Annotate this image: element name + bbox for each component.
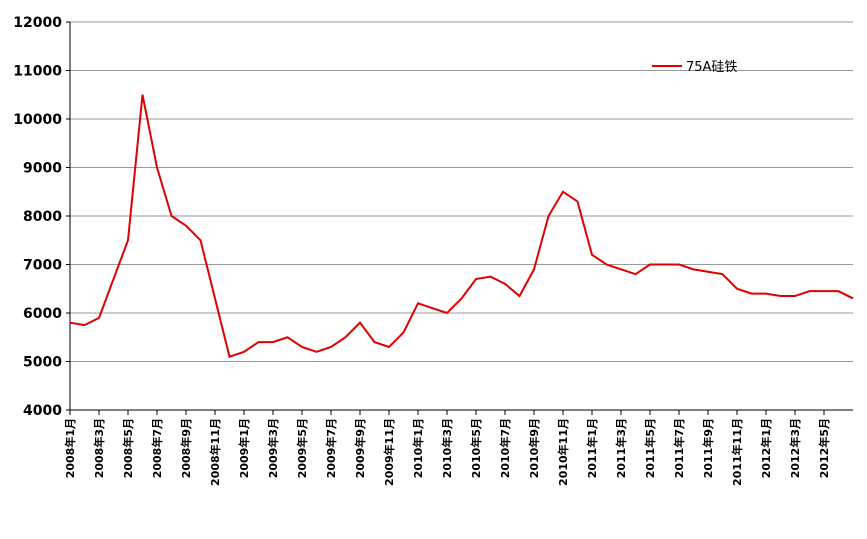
x-tick-label: 2011年5月	[643, 418, 657, 478]
x-tick-label: 2010年1月	[411, 418, 425, 478]
y-tick-label: 10000	[13, 112, 62, 128]
x-tick-label: 2011年1月	[585, 418, 599, 478]
x-tick-label: 2008年7月	[150, 418, 164, 478]
x-tick-label: 2008年11月	[208, 418, 222, 486]
x-tick-label: 2011年3月	[614, 418, 628, 478]
x-tick-label: 2009年7月	[324, 418, 338, 478]
x-tick-label: 2008年9月	[179, 418, 193, 478]
x-tick-label: 2010年11月	[556, 418, 570, 486]
line-series	[69, 94, 854, 358]
x-tick-label: 2012年5月	[817, 418, 831, 478]
x-tick-label: 2012年1月	[759, 418, 773, 478]
x-tick-label: 2010年3月	[440, 418, 454, 478]
x-tick-label: 2009年9月	[353, 418, 367, 478]
x-tick-label: 2010年7月	[498, 418, 512, 478]
legend-label: 75A硅铁	[686, 60, 737, 75]
x-tick-label: 2010年9月	[527, 418, 541, 478]
x-tick-label: 2008年3月	[92, 418, 106, 478]
y-tick-label: 11000	[13, 64, 62, 80]
y-tick-label: 7000	[23, 258, 62, 274]
y-tick-label: 12000	[13, 15, 62, 31]
y-tick-label: 5000	[23, 355, 62, 371]
x-tick-label: 2008年1月	[63, 418, 77, 478]
y-tick-label: 9000	[23, 161, 62, 177]
x-tick-label: 2009年3月	[266, 418, 280, 478]
y-tick-label: 8000	[23, 209, 62, 225]
x-tick-label: 2009年11月	[382, 418, 396, 486]
y-tick-label: 4000	[23, 403, 62, 419]
x-tick-label: 2008年5月	[121, 418, 135, 478]
x-tick-label: 2009年1月	[237, 418, 251, 478]
x-tick-label: 2012年3月	[788, 418, 802, 478]
x-tick-label: 2011年11月	[730, 418, 744, 486]
x-tick-label: 2009年5月	[295, 418, 309, 478]
x-tick-label: 2010年5月	[469, 418, 483, 478]
x-tick-label: 2011年7月	[672, 418, 686, 478]
y-tick-label: 6000	[23, 306, 62, 322]
x-tick-label: 2011年9月	[701, 418, 715, 478]
